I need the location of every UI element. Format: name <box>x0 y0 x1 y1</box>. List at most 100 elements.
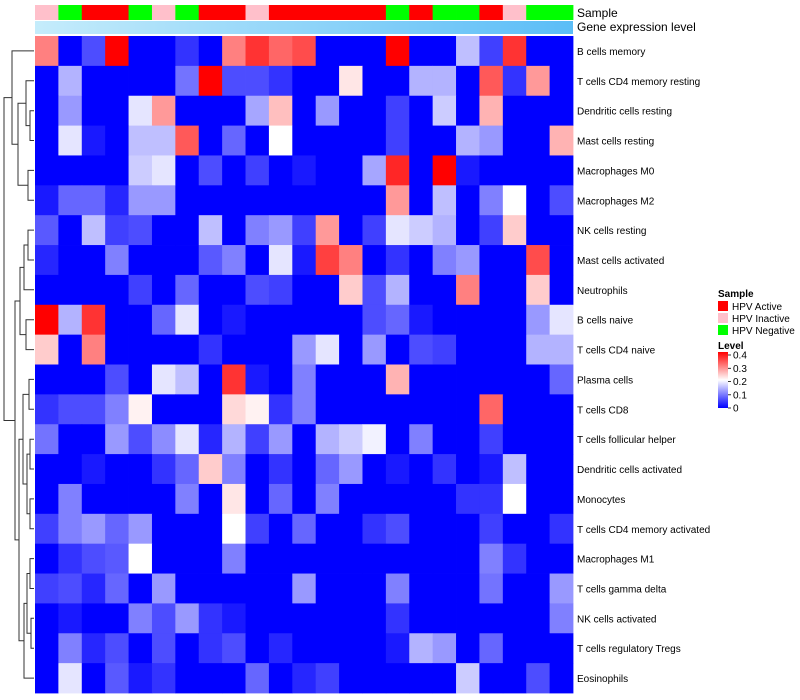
heatmap-cell <box>128 125 153 156</box>
heatmap-cell <box>502 633 527 664</box>
row-label: T cells CD4 memory activated <box>577 525 710 536</box>
heatmap-cell <box>175 603 200 634</box>
heatmap-cell <box>432 663 457 694</box>
heatmap-cell <box>456 95 480 126</box>
heatmap-cell <box>81 603 106 634</box>
gene-expression-track-label: Gene expression level <box>577 20 696 34</box>
heatmap-cell <box>315 543 340 574</box>
heatmap-cell <box>385 274 410 306</box>
heatmap-cell <box>58 513 83 545</box>
heatmap-cell <box>315 245 340 276</box>
sample-annotation-cell <box>151 5 176 20</box>
heatmap-cell <box>245 334 270 365</box>
dendrogram-branch <box>29 110 34 141</box>
heatmap-cell <box>105 36 129 67</box>
heatmap-cell <box>385 543 410 574</box>
heatmap-cell <box>409 603 434 634</box>
heatmap-cell <box>502 603 527 634</box>
heatmap-cell <box>81 424 106 455</box>
heatmap-cell <box>222 155 246 186</box>
heatmap-cell <box>81 394 106 425</box>
heatmap-cell <box>268 603 293 634</box>
heatmap-cell <box>315 603 340 634</box>
heatmap-cell <box>198 185 223 216</box>
heatmap-cell <box>409 36 434 67</box>
heatmap-cell <box>385 304 410 336</box>
heatmap-cell <box>35 36 59 67</box>
heatmap-cell <box>58 424 83 455</box>
heatmap-cell <box>432 95 457 126</box>
heatmap-cell <box>339 454 363 485</box>
heatmap-cell <box>292 454 317 485</box>
heatmap-cell <box>479 304 504 336</box>
sample-legend-swatch <box>718 325 728 335</box>
heatmap-cell <box>198 364 223 395</box>
heatmap-cell <box>105 155 129 186</box>
heatmap-cell <box>409 185 434 216</box>
heatmap-cell <box>502 215 527 246</box>
heatmap-cell <box>526 215 551 246</box>
heatmap-cell <box>409 573 434 604</box>
dendrogram-branch <box>27 169 34 201</box>
heatmap-cell <box>526 65 551 97</box>
heatmap-cell <box>479 125 504 156</box>
heatmap-cell <box>151 274 176 306</box>
heatmap-cell <box>175 454 200 485</box>
heatmap-cell <box>549 245 574 276</box>
dendrogram-branch <box>23 602 34 679</box>
heatmap-cell <box>245 573 270 604</box>
heatmap-cell <box>105 364 129 395</box>
heatmap-cell <box>35 274 59 306</box>
heatmap-cell <box>502 394 527 425</box>
heatmap-cell <box>549 65 574 97</box>
heatmap-cell <box>105 215 129 246</box>
heatmap-cell <box>456 36 480 67</box>
heatmap-cell <box>432 36 457 67</box>
heatmap-cell <box>339 274 363 306</box>
heatmap-cell <box>222 603 246 634</box>
heatmap-cell <box>385 36 410 67</box>
row-label: Dendritic cells resting <box>577 107 672 118</box>
heatmap-cell <box>526 155 551 186</box>
heatmap-cell <box>58 215 83 246</box>
heatmap-cell <box>339 364 363 395</box>
heatmap-cell <box>362 155 387 186</box>
heatmap-cell <box>175 304 200 336</box>
heatmap-cell <box>549 603 574 634</box>
row-label: B cells naive <box>577 316 634 327</box>
heatmap-cell <box>292 364 317 395</box>
heatmap-cell <box>362 245 387 276</box>
heatmap-cell <box>151 424 176 455</box>
row-label: Mast cells activated <box>577 256 664 267</box>
heatmap-cell <box>292 125 317 156</box>
sample-legend-label: HPV Negative <box>732 326 795 337</box>
row-label: Macrophages M2 <box>577 196 655 207</box>
heatmap-cell <box>105 663 129 694</box>
heatmap-cell <box>35 663 59 694</box>
heatmap-cell <box>409 633 434 664</box>
heatmap-cell <box>105 334 129 365</box>
heatmap-cell <box>339 245 363 276</box>
heatmap-cell <box>502 274 527 306</box>
heatmap-cell <box>456 633 480 664</box>
heatmap-cell <box>245 513 270 545</box>
heatmap-cell <box>105 65 129 97</box>
heatmap-cell <box>339 424 363 455</box>
heatmap-cell <box>385 603 410 634</box>
gene-expression-annotation-bar <box>35 21 573 34</box>
heatmap-cell <box>105 543 129 574</box>
heatmap-cell <box>128 36 153 67</box>
heatmap-cell <box>339 125 363 156</box>
heatmap-cell <box>222 513 246 545</box>
heatmap-cell <box>292 215 317 246</box>
heatmap-cell <box>58 65 83 97</box>
heatmap-cell <box>432 304 457 336</box>
heatmap-cell <box>222 663 246 694</box>
heatmap-cell <box>105 454 129 485</box>
heatmap-cell <box>292 424 317 455</box>
heatmap-cell <box>268 394 293 425</box>
heatmap-cell <box>339 633 363 664</box>
heatmap-cell <box>409 513 434 545</box>
heatmap-cell <box>35 155 59 186</box>
heatmap-cell <box>549 185 574 216</box>
